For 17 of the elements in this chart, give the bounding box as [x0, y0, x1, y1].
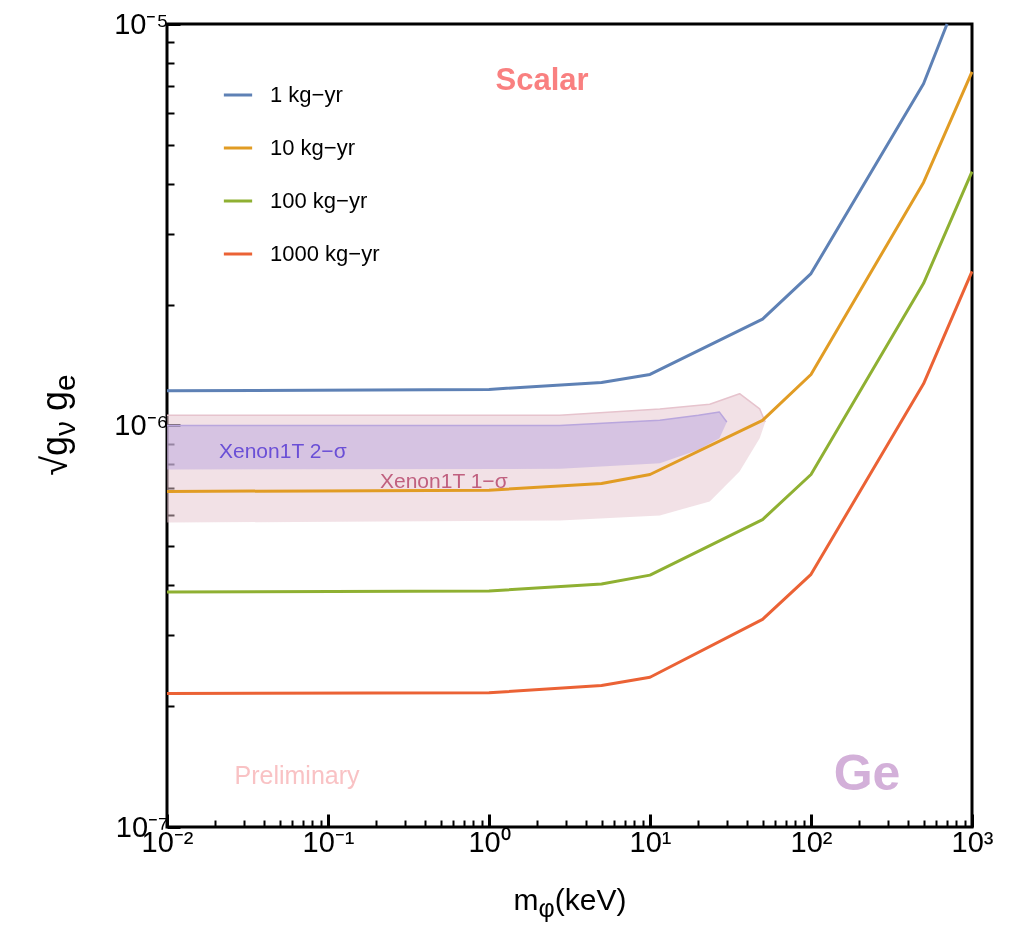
x-tick-label: 10⁻¹ [302, 825, 355, 858]
legend-label: 100 kg−yr [270, 188, 368, 213]
x-axis-title: m$_{φ}$(keV) [513, 883, 627, 923]
x-tick-label: 10³ [951, 825, 994, 858]
annotation: Xenon1T 2−σ [219, 439, 347, 462]
annotation: Preliminary [234, 761, 361, 789]
y-tick-label: 10⁻⁵ [114, 7, 169, 40]
annotation: Xenon1T 1−σ [380, 469, 508, 492]
annotation: Scalar [495, 62, 589, 97]
annotation: Ge [833, 745, 901, 801]
legend-label: 1 kg−yr [270, 82, 343, 107]
legend-label: 1000 kg−yr [270, 241, 380, 266]
legend-label: 10 kg−yr [270, 135, 355, 160]
y-tick-label: 10⁻⁶ [114, 409, 169, 441]
x-tick-label: 10⁰ [468, 825, 511, 858]
x-tick-label: 10¹ [629, 825, 672, 858]
x-tick-label: 10² [790, 825, 833, 858]
